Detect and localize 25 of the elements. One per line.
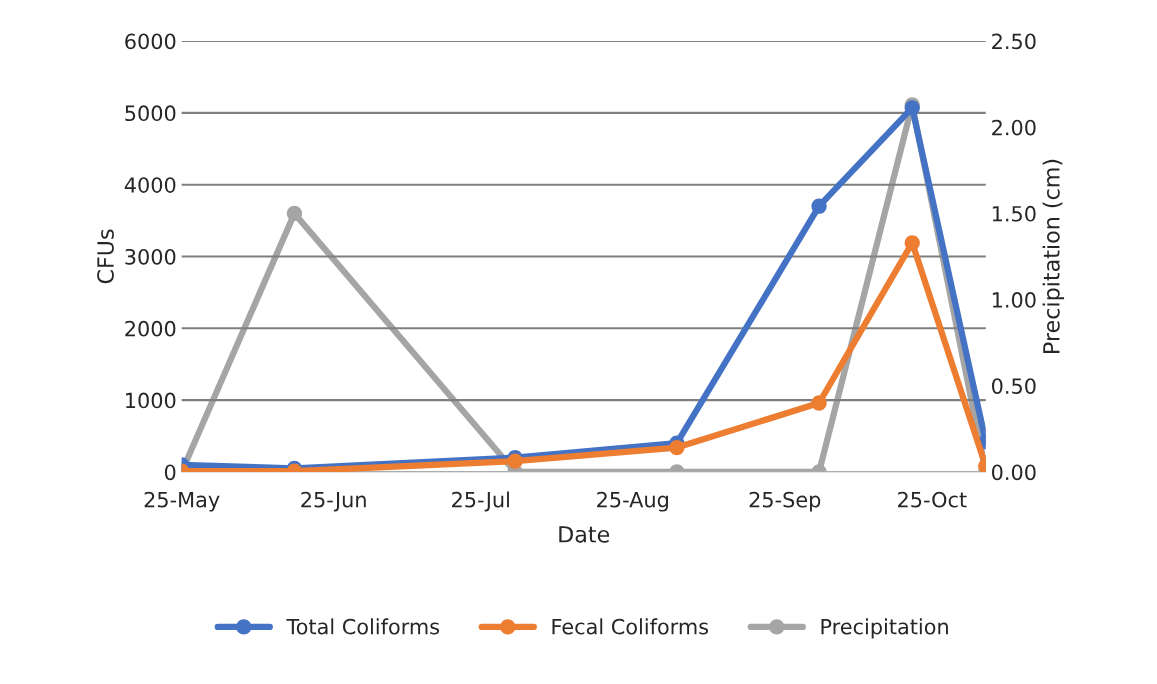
y2-tick-label: 1.50 (992, 205, 1036, 222)
y-tick-label: 3000 (125, 248, 176, 265)
x-tick-label: 25-Oct (898, 491, 967, 508)
x-tick-label: 25-Jun (301, 491, 366, 512)
y2-tick-label: 2.00 (992, 119, 1036, 136)
y2-tick-label: 0.00 (992, 464, 1036, 481)
y2-axis-title: Precipitation (cm) (1042, 159, 1065, 353)
y-tick-label: 0 (164, 464, 176, 481)
x-axis-title: Date (559, 526, 610, 543)
x-tick-label: 25-Aug (597, 491, 668, 512)
y-tick-label: 1000 (126, 392, 176, 409)
y2-tick-label: 1.00 (992, 292, 1036, 308)
y2-tick-label: 0.50 (992, 378, 1036, 394)
x-tick-label: 25-Sep (749, 491, 821, 512)
y-axis-title: CFUs (97, 229, 114, 284)
y-tick-label: 4000 (124, 177, 176, 193)
legend-label: Precipitation (821, 618, 948, 639)
y2-tick-label: 2.50 (992, 33, 1036, 50)
legend-label: Fecal Coliforms (552, 618, 709, 635)
y-tick-label: 2000 (125, 320, 176, 337)
y-tick-label: 6000 (125, 33, 176, 50)
x-tick-label: 25-Jul (452, 491, 509, 512)
legend-label: Total Coliforms (286, 618, 440, 635)
y-tick-label: 5000 (125, 105, 176, 122)
x-tick-label: 25-May (144, 491, 220, 512)
